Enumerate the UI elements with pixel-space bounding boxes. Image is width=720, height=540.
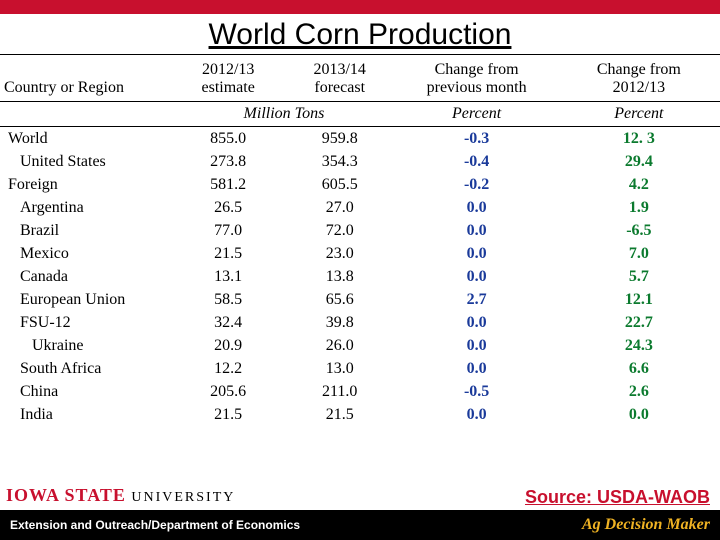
cell-change-month: 0.0 (395, 219, 557, 242)
cell-change-year: 29.4 (558, 150, 720, 173)
col-header-estimate: 2012/13 estimate (172, 55, 284, 102)
cell-estimate: 273.8 (172, 150, 284, 173)
table-row: India21.521.50.00.0 (0, 403, 720, 426)
cell-forecast: 72.0 (284, 219, 396, 242)
cell-forecast: 605.5 (284, 173, 396, 196)
cell-estimate: 12.2 (172, 357, 284, 380)
page-title: World Corn Production (0, 18, 720, 52)
cell-region: India (0, 403, 172, 426)
table-row: United States273.8354.3-0.429.4 (0, 150, 720, 173)
cell-change-year: 22.7 (558, 311, 720, 334)
cell-region: World (0, 127, 172, 151)
unit-percent-2: Percent (558, 102, 720, 127)
logo-text: IOWA STATE UNIVERSITY (6, 485, 235, 506)
cell-estimate: 21.5 (172, 403, 284, 426)
col-header-change-year: Change from 2012/13 (558, 55, 720, 102)
table-row: China205.6211.0-0.52.6 (0, 380, 720, 403)
cell-region: Argentina (0, 196, 172, 219)
cell-change-month: 0.0 (395, 265, 557, 288)
source-label: Source: USDA-WAOB (525, 487, 710, 508)
cell-estimate: 58.5 (172, 288, 284, 311)
cell-estimate: 205.6 (172, 380, 284, 403)
cell-forecast: 354.3 (284, 150, 396, 173)
table-row: Foreign581.2605.5-0.24.2 (0, 173, 720, 196)
cell-estimate: 32.4 (172, 311, 284, 334)
cell-region: Canada (0, 265, 172, 288)
cell-change-year: -6.5 (558, 219, 720, 242)
cell-change-year: 4.2 (558, 173, 720, 196)
top-red-bar (0, 0, 720, 14)
cell-change-month: -0.5 (395, 380, 557, 403)
cell-region: Mexico (0, 242, 172, 265)
cell-change-year: 24.3 (558, 334, 720, 357)
col-header-region: Country or Region (0, 55, 172, 102)
footer-left-text: Extension and Outreach/Department of Eco… (10, 518, 300, 532)
table-row: Brazil77.072.00.0-6.5 (0, 219, 720, 242)
cell-change-year: 12. 3 (558, 127, 720, 151)
cell-forecast: 39.8 (284, 311, 396, 334)
cell-change-month: 2.7 (395, 288, 557, 311)
cell-change-year: 6.6 (558, 357, 720, 380)
table-header-row: Country or Region 2012/13 estimate 2013/… (0, 55, 720, 102)
cell-region: China (0, 380, 172, 403)
cell-region: Brazil (0, 219, 172, 242)
cell-estimate: 581.2 (172, 173, 284, 196)
footer-right-text: Ag Decision Maker (582, 516, 710, 534)
cell-change-month: -0.4 (395, 150, 557, 173)
cell-change-month: 0.0 (395, 357, 557, 380)
cell-change-month: 0.0 (395, 334, 557, 357)
cell-estimate: 855.0 (172, 127, 284, 151)
cell-change-month: 0.0 (395, 196, 557, 219)
production-table: Country or Region 2012/13 estimate 2013/… (0, 54, 720, 426)
table-row: FSU-1232.439.80.022.7 (0, 311, 720, 334)
unit-percent-1: Percent (395, 102, 557, 127)
cell-region: European Union (0, 288, 172, 311)
cell-forecast: 26.0 (284, 334, 396, 357)
cell-change-year: 7.0 (558, 242, 720, 265)
cell-estimate: 26.5 (172, 196, 284, 219)
cell-forecast: 13.0 (284, 357, 396, 380)
cell-change-year: 2.6 (558, 380, 720, 403)
cell-forecast: 211.0 (284, 380, 396, 403)
table-row: World855.0959.8-0.312. 3 (0, 127, 720, 151)
table-body: World855.0959.8-0.312. 3United States273… (0, 127, 720, 427)
cell-change-month: -0.3 (395, 127, 557, 151)
cell-estimate: 77.0 (172, 219, 284, 242)
table-row: European Union58.565.62.712.1 (0, 288, 720, 311)
cell-change-year: 0.0 (558, 403, 720, 426)
table-row: Ukraine20.926.00.024.3 (0, 334, 720, 357)
table-row: Canada13.113.80.05.7 (0, 265, 720, 288)
cell-forecast: 21.5 (284, 403, 396, 426)
cell-region: Ukraine (0, 334, 172, 357)
cell-forecast: 13.8 (284, 265, 396, 288)
cell-estimate: 21.5 (172, 242, 284, 265)
cell-region: FSU-12 (0, 311, 172, 334)
unit-million-tons: Million Tons (172, 102, 395, 127)
cell-change-year: 12.1 (558, 288, 720, 311)
col-header-change-month: Change from previous month (395, 55, 557, 102)
cell-forecast: 65.6 (284, 288, 396, 311)
table-row: Mexico21.523.00.07.0 (0, 242, 720, 265)
table-row: Argentina26.527.00.01.9 (0, 196, 720, 219)
cell-forecast: 959.8 (284, 127, 396, 151)
cell-region: South Africa (0, 357, 172, 380)
cell-region: United States (0, 150, 172, 173)
cell-change-month: 0.0 (395, 403, 557, 426)
cell-change-month: 0.0 (395, 311, 557, 334)
cell-forecast: 23.0 (284, 242, 396, 265)
cell-change-year: 5.7 (558, 265, 720, 288)
cell-change-year: 1.9 (558, 196, 720, 219)
table-unit-row: Million Tons Percent Percent (0, 102, 720, 127)
isu-logo: IOWA STATE UNIVERSITY (6, 485, 235, 506)
cell-estimate: 20.9 (172, 334, 284, 357)
cell-estimate: 13.1 (172, 265, 284, 288)
footer-bar: Extension and Outreach/Department of Eco… (0, 510, 720, 540)
cell-change-month: 0.0 (395, 242, 557, 265)
cell-change-month: -0.2 (395, 173, 557, 196)
col-header-forecast: 2013/14 forecast (284, 55, 396, 102)
table-row: South Africa12.213.00.06.6 (0, 357, 720, 380)
cell-region: Foreign (0, 173, 172, 196)
cell-forecast: 27.0 (284, 196, 396, 219)
